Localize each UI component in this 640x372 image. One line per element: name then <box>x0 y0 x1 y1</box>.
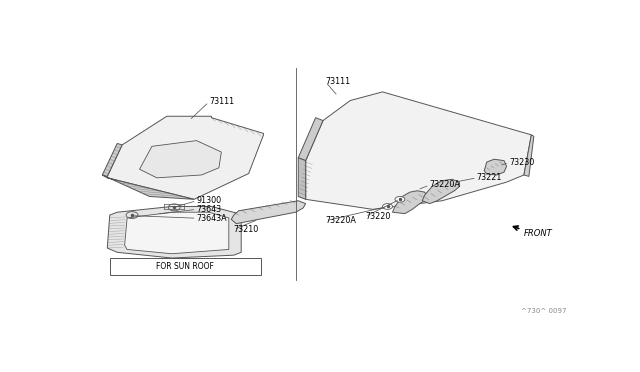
Text: 73111: 73111 <box>209 97 234 106</box>
Text: FRONT: FRONT <box>524 229 553 238</box>
Text: 73210: 73210 <box>234 225 259 234</box>
Text: ^730^ 0097: ^730^ 0097 <box>520 308 566 314</box>
Polygon shape <box>306 92 531 209</box>
Polygon shape <box>231 201 306 224</box>
Polygon shape <box>524 135 534 176</box>
Polygon shape <box>108 206 241 258</box>
Bar <box>110 258 261 275</box>
Text: 73111: 73111 <box>326 77 351 86</box>
Text: 73643: 73643 <box>196 205 221 214</box>
Text: 73221: 73221 <box>477 173 502 182</box>
Text: 73643A: 73643A <box>196 214 227 223</box>
Text: 73220: 73220 <box>365 212 390 221</box>
Polygon shape <box>422 179 460 203</box>
Polygon shape <box>102 144 122 176</box>
Text: FOR SUN ROOF: FOR SUN ROOF <box>156 262 214 271</box>
Text: 73230: 73230 <box>509 158 534 167</box>
Polygon shape <box>125 212 229 254</box>
Polygon shape <box>298 118 323 161</box>
Circle shape <box>395 196 405 202</box>
Text: 91300: 91300 <box>196 196 221 205</box>
Text: 73220A: 73220A <box>429 180 461 189</box>
Polygon shape <box>392 191 428 214</box>
Circle shape <box>383 203 392 209</box>
Polygon shape <box>102 175 194 199</box>
Polygon shape <box>140 141 221 178</box>
Text: 73220A: 73220A <box>326 216 356 225</box>
Polygon shape <box>298 158 306 199</box>
Polygon shape <box>484 159 507 175</box>
Polygon shape <box>108 116 264 199</box>
